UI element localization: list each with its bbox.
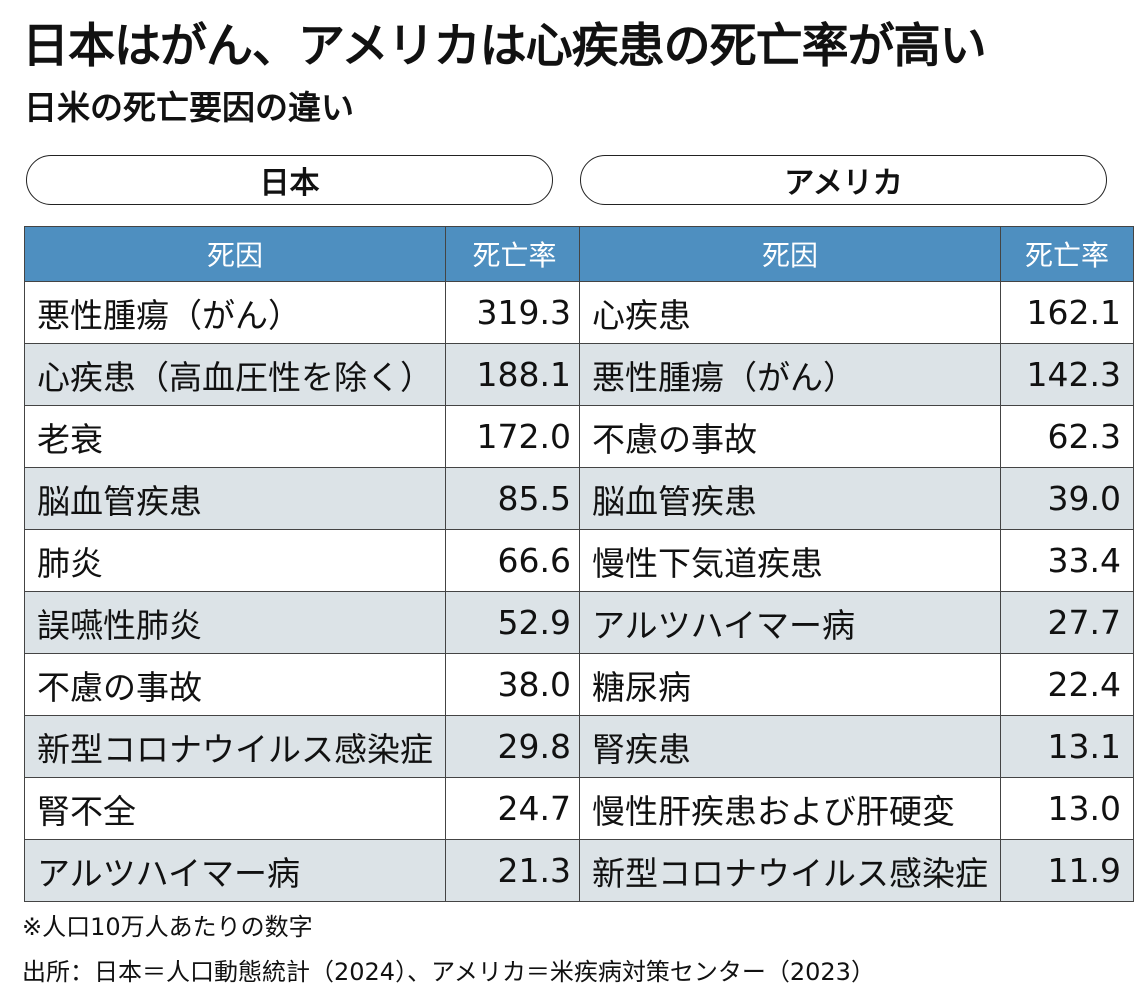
- cause-cell: 糖尿病: [579, 653, 1001, 716]
- rate-cell: 13.1: [1000, 715, 1134, 778]
- table-row: アルツハイマー病 21.3: [24, 839, 584, 902]
- cause-cell: 腎不全: [24, 777, 446, 840]
- rate-cell: 21.3: [445, 839, 584, 902]
- cause-cell: 脳血管疾患: [579, 467, 1001, 530]
- rate-column-header: 死亡率: [1000, 226, 1134, 282]
- rate-cell: 33.4: [1000, 529, 1134, 592]
- table-header-row: 死因 死亡率: [24, 226, 584, 282]
- table-row: 心疾患 162.1: [579, 281, 1134, 344]
- cause-column-header: 死因: [24, 226, 446, 282]
- rate-cell: 62.3: [1000, 405, 1134, 468]
- rate-cell: 172.0: [445, 405, 584, 468]
- rate-cell: 188.1: [445, 343, 584, 406]
- rate-cell: 142.3: [1000, 343, 1134, 406]
- table-row: 悪性腫瘍（がん） 319.3: [24, 281, 584, 344]
- rate-cell: 85.5: [445, 467, 584, 530]
- japan-label: 日本: [26, 155, 553, 205]
- rate-cell: 27.7: [1000, 591, 1134, 654]
- table-row: 誤嚥性肺炎 52.9: [24, 591, 584, 654]
- rate-cell: 22.4: [1000, 653, 1134, 716]
- cause-cell: アルツハイマー病: [579, 591, 1001, 654]
- table-row: 老衰 172.0: [24, 405, 584, 468]
- cause-column-header: 死因: [579, 226, 1001, 282]
- cause-cell: 誤嚥性肺炎: [24, 591, 446, 654]
- rate-cell: 66.6: [445, 529, 584, 592]
- japan-table-body: 悪性腫瘍（がん） 319.3 心疾患（高血圧性を除く） 188.1 老衰 172.0 脳血管…: [24, 281, 584, 902]
- table-header-row: 死因 死亡率: [579, 226, 1134, 282]
- table-row: 不慮の事故 38.0: [24, 653, 584, 716]
- table-row: 慢性下気道疾患 33.4: [579, 529, 1134, 592]
- table-row: 肺炎 66.6: [24, 529, 584, 592]
- table-row: 新型コロナウイルス感染症 11.9: [579, 839, 1134, 902]
- cause-cell: 新型コロナウイルス感染症: [24, 715, 446, 778]
- footnote: ※人口10万人あたりの数字: [22, 913, 313, 941]
- usa-table: 死因 死亡率 心疾患 162.1 悪性腫瘍（がん） 142.3 不慮の事故 62.3 脳血管…: [579, 226, 1134, 902]
- cause-cell: 慢性肝疾患および肝硬変: [579, 777, 1001, 840]
- rate-cell: 52.9: [445, 591, 584, 654]
- table-row: 不慮の事故 62.3: [579, 405, 1134, 468]
- page-title: 日本はがん、アメリカは心疾患の死亡率が高い: [22, 19, 987, 74]
- cause-cell: 腎疾患: [579, 715, 1001, 778]
- cause-cell: 老衰: [24, 405, 446, 468]
- rate-cell: 162.1: [1000, 281, 1134, 344]
- cause-cell: 慢性下気道疾患: [579, 529, 1001, 592]
- cause-cell: アルツハイマー病: [24, 839, 446, 902]
- cause-cell: 不慮の事故: [24, 653, 446, 716]
- rate-cell: 24.7: [445, 777, 584, 840]
- table-row: アルツハイマー病 27.7: [579, 591, 1134, 654]
- rate-cell: 29.8: [445, 715, 584, 778]
- cause-cell: 心疾患: [579, 281, 1001, 344]
- cause-cell: 悪性腫瘍（がん）: [24, 281, 446, 344]
- usa-table-body: 心疾患 162.1 悪性腫瘍（がん） 142.3 不慮の事故 62.3 脳血管疾患 39.0 慢…: [579, 281, 1134, 902]
- rate-cell: 38.0: [445, 653, 584, 716]
- table-row: 脳血管疾患 39.0: [579, 467, 1134, 530]
- page-subtitle: 日米の死亡要因の違い: [24, 88, 354, 127]
- cause-cell: 脳血管疾患: [24, 467, 446, 530]
- rate-cell: 13.0: [1000, 777, 1134, 840]
- cause-cell: 肺炎: [24, 529, 446, 592]
- rate-cell: 11.9: [1000, 839, 1134, 902]
- rate-cell: 319.3: [445, 281, 584, 344]
- cause-cell: 新型コロナウイルス感染症: [579, 839, 1001, 902]
- table-row: 糖尿病 22.4: [579, 653, 1134, 716]
- table-row: 腎疾患 13.1: [579, 715, 1134, 778]
- table-row: 新型コロナウイルス感染症 29.8: [24, 715, 584, 778]
- table-row: 腎不全 24.7: [24, 777, 584, 840]
- source-note: 出所：日本＝人口動態統計（2024）、アメリカ＝米疾病対策センター（2023）: [22, 958, 875, 986]
- rate-column-header: 死亡率: [445, 226, 584, 282]
- table-row: 心疾患（高血圧性を除く） 188.1: [24, 343, 584, 406]
- rate-cell: 39.0: [1000, 467, 1134, 530]
- table-row: 悪性腫瘍（がん） 142.3: [579, 343, 1134, 406]
- table-row: 慢性肝疾患および肝硬変 13.0: [579, 777, 1134, 840]
- cause-cell: 心疾患（高血圧性を除く）: [24, 343, 446, 406]
- cause-cell: 不慮の事故: [579, 405, 1001, 468]
- japan-table: 死因 死亡率 悪性腫瘍（がん） 319.3 心疾患（高血圧性を除く） 188.1 老衰 1…: [24, 226, 584, 902]
- cause-cell: 悪性腫瘍（がん）: [579, 343, 1001, 406]
- table-row: 脳血管疾患 85.5: [24, 467, 584, 530]
- usa-label: アメリカ: [580, 155, 1107, 205]
